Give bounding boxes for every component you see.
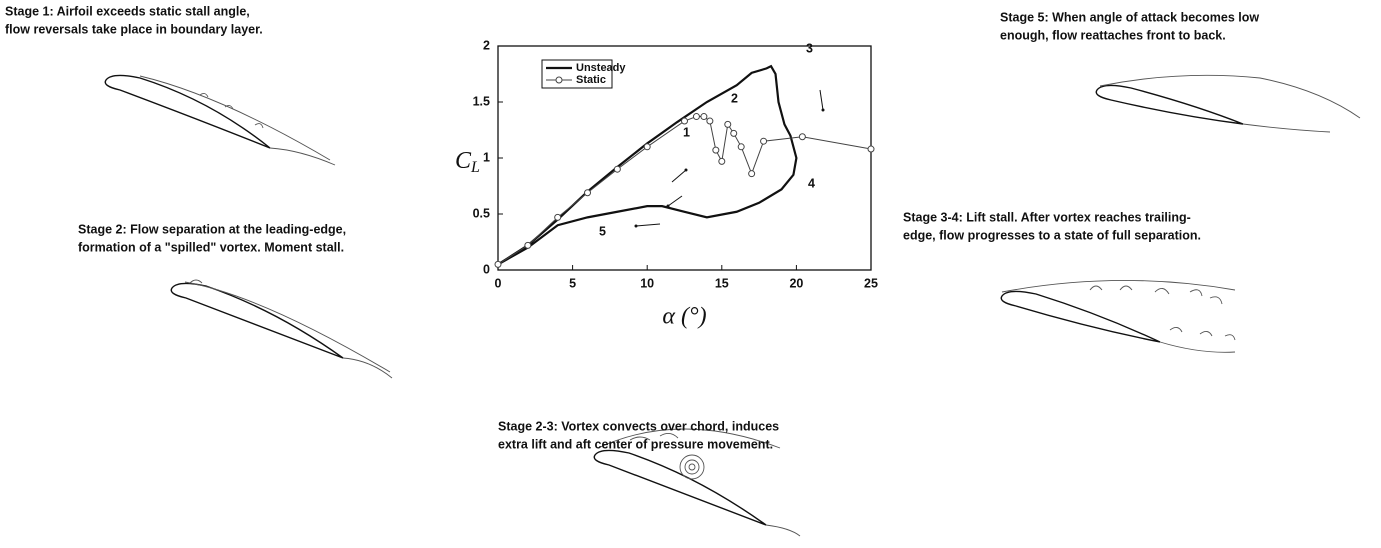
airfoil-stage-1: [104, 74, 336, 166]
static-marker: [730, 129, 738, 137]
y-label-sub: L: [470, 159, 480, 176]
stage-caption: Stage 2-3: Vortex convects over chord, i…: [498, 419, 779, 433]
stage-caption: Stage 3-4: Lift stall. After vortex reac…: [903, 210, 1191, 224]
direction-arrow: [819, 89, 824, 111]
legend-label: Unsteady: [576, 62, 626, 74]
direction-arrow: [635, 223, 661, 227]
static-marker: [700, 113, 708, 121]
static-marker: [613, 165, 621, 173]
stage-number: 4: [808, 176, 815, 190]
static-marker: [724, 120, 732, 128]
stage-caption: Stage 1: Airfoil exceeds static stall an…: [5, 4, 250, 18]
x-tick-label: 10: [640, 276, 654, 290]
x-tick-label: 25: [864, 276, 878, 290]
static-marker: [706, 117, 714, 125]
static-marker: [867, 145, 875, 153]
direction-arrow: [667, 195, 683, 207]
airfoil-stage-3-4: [1000, 280, 1236, 353]
legend-label: Static: [576, 74, 606, 86]
static-marker: [681, 117, 688, 125]
static-marker: [584, 189, 592, 197]
airfoil-stage-2: [170, 279, 393, 379]
static-marker: [643, 143, 651, 151]
x-tick-label: 20: [789, 276, 803, 290]
stage-caption: Stage 5: When angle of attack becomes lo…: [1000, 10, 1259, 24]
stage-caption: formation of a "spilled" vortex. Moment …: [78, 240, 344, 254]
static-marker: [748, 170, 756, 178]
stage-caption: edge, flow progresses to a state of full…: [903, 228, 1201, 242]
static-marker: [524, 241, 532, 249]
series-line: [497, 64, 798, 266]
static-marker: [737, 143, 745, 151]
static-marker: [718, 157, 726, 165]
x-tick-label: 15: [715, 276, 729, 290]
y-tick-label: 0.5: [473, 206, 490, 220]
stage-number: 2: [731, 91, 738, 105]
legend-box: [541, 59, 613, 89]
static-marker: [494, 260, 502, 268]
airfoil-stage-2-3: [593, 428, 801, 537]
stage-caption: enough, flow reattaches front to back.: [1000, 28, 1226, 42]
static-marker: [712, 146, 720, 154]
arrow-head: [634, 224, 638, 228]
arrow-head: [684, 168, 688, 172]
stage-number: 3: [806, 41, 813, 55]
static-marker: [760, 137, 768, 145]
y-axis-label: CL: [455, 148, 480, 176]
arrow-head: [821, 108, 825, 112]
legend-marker: [555, 76, 563, 84]
stage-caption: flow reversals take place in boundary la…: [5, 22, 263, 36]
stage-caption: Stage 2: Flow separation at the leading-…: [78, 222, 346, 236]
static-marker: [692, 113, 700, 121]
static-marker: [798, 133, 806, 141]
y-tick-label: 1.5: [473, 94, 490, 108]
direction-arrow: [671, 169, 687, 183]
y-tick-label: 2: [483, 38, 490, 52]
x-tick-label: 0: [495, 276, 502, 290]
static-marker: [554, 213, 562, 221]
x-axis-label: α (°): [662, 304, 706, 330]
stage-number: 1: [683, 125, 690, 139]
y-label-main: C: [455, 148, 472, 174]
arrow-head: [666, 204, 670, 208]
x-tick-label: 5: [569, 276, 576, 290]
stage-number: 5: [599, 224, 606, 238]
airfoil-stage-5: [1095, 74, 1361, 133]
y-tick-label: 1: [483, 150, 490, 164]
y-tick-label: 0: [483, 262, 490, 276]
stage-caption: extra lift and aft center of pressure mo…: [498, 437, 773, 451]
